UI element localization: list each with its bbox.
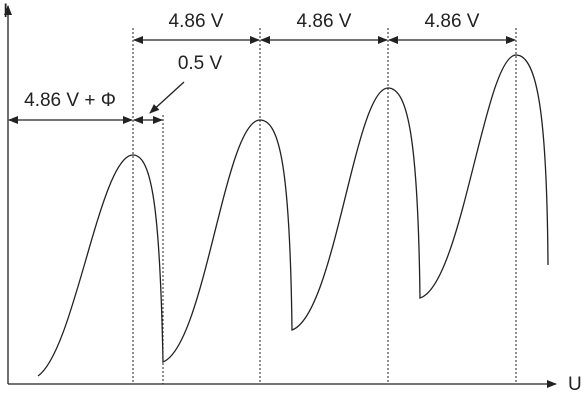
- current-curve: [37, 54, 549, 377]
- gap-label: 0.5 V: [178, 53, 223, 74]
- gap-pointer: [149, 81, 185, 114]
- spacing-label: 4.86 V: [425, 11, 480, 32]
- offset-label: 4.86 V + Φ: [24, 90, 116, 111]
- spacing-label: 4.86 V: [297, 11, 352, 32]
- spacing-label: 4.86 V: [169, 11, 224, 32]
- y-axis-label: I: [3, 1, 8, 22]
- x-axis-label: U: [568, 374, 582, 395]
